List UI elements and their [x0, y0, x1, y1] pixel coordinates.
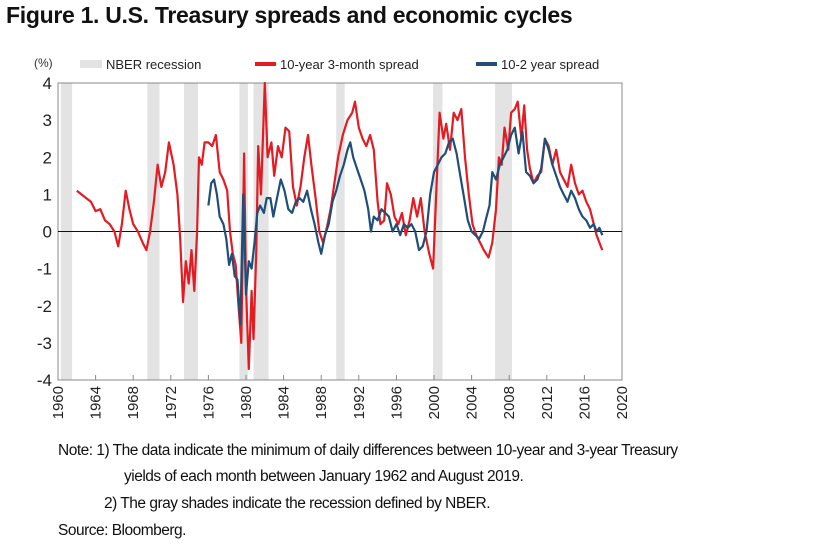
legend-swatch-10y3m — [255, 62, 276, 66]
y-tick-label: -4 — [37, 371, 52, 390]
x-tick-label: 1976 — [200, 386, 217, 419]
y-tick-label: -3 — [37, 334, 52, 353]
y-tick-label: 3 — [43, 111, 52, 130]
y-unit-label: (%) — [34, 56, 53, 70]
x-tick-label: 1980 — [238, 386, 255, 419]
y-tick-label: -2 — [37, 297, 52, 316]
x-tick-label: 1984 — [276, 386, 293, 419]
figure-title: Figure 1. U.S. Treasury spreads and econ… — [6, 2, 573, 28]
x-tick-label: 2020 — [614, 386, 631, 419]
legend-label-10y2y: 10-2 year spread — [501, 57, 599, 72]
x-tick-label: 1968 — [125, 386, 142, 419]
legend: NBER recession 10-year 3-month spread 10… — [80, 57, 599, 72]
x-tick-label: 1992 — [351, 386, 368, 419]
y-tick-label: 1 — [43, 185, 52, 204]
spread-line-chart: -4 -3 -2 -1 0 1 2 3 4 1960 1964 1968 1972 1976 1980 198… — [34, 56, 631, 419]
x-tick-label: 2000 — [426, 386, 443, 419]
x-tick-label: 2016 — [576, 386, 593, 419]
series-line-10y3m — [76, 81, 604, 370]
y-tick-label: -1 — [37, 260, 52, 279]
x-tick-label: 1988 — [313, 386, 330, 419]
series-lines — [76, 81, 604, 370]
legend-swatch-10y2y — [476, 62, 497, 66]
x-tick-label: 1996 — [388, 386, 405, 419]
note-line-2: yields of each month between January 196… — [124, 468, 524, 485]
legend-label-recession: NBER recession — [106, 57, 201, 72]
note-line-1: Note: 1) The data indicate the minimum o… — [58, 442, 678, 459]
y-tick-label: 2 — [43, 148, 52, 167]
axes: -4 -3 -2 -1 0 1 2 3 4 1960 1964 1968 1972 1976 1980 198… — [37, 74, 631, 419]
x-tick-label: 2004 — [464, 386, 481, 419]
y-tick-label: 0 — [43, 223, 52, 242]
note-line-3: 2) The gray shades indicate the recessio… — [104, 495, 491, 512]
series-line-10y2y — [207, 126, 604, 326]
legend-label-10y3m: 10-year 3-month spread — [280, 57, 419, 72]
y-tick-label: 4 — [43, 74, 52, 93]
x-tick-label: 1964 — [88, 386, 105, 419]
x-tick-label: 2008 — [501, 386, 518, 419]
legend-swatch-recession — [80, 60, 102, 68]
x-tick-label: 2012 — [539, 386, 556, 419]
source-line: Source: Bloomberg. — [58, 522, 187, 539]
x-tick-label: 1972 — [163, 386, 180, 419]
x-tick-label: 1960 — [50, 386, 67, 419]
